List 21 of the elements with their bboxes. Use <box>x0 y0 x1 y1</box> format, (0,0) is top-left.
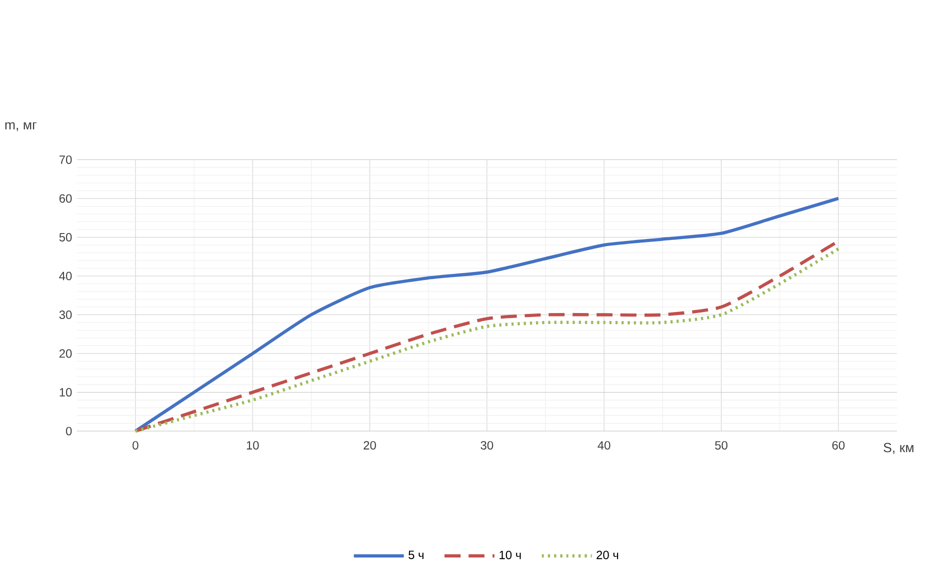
x-tick-label: 50 <box>715 440 728 450</box>
y-tick-label: 20 <box>59 349 72 358</box>
y-tick-label: 70 <box>59 155 72 164</box>
y-tick-label: 50 <box>59 232 72 242</box>
y-tick-label: 60 <box>59 194 72 203</box>
line-series <box>134 196 840 432</box>
y-axis-title: m, мг <box>5 122 37 131</box>
y-tick-label: 30 <box>59 310 72 319</box>
x-tick-label: 40 <box>598 440 610 450</box>
legend-label: 10 ч <box>500 550 521 560</box>
x-axis-title: S, км <box>884 442 914 454</box>
x-tick-label: 20 <box>364 440 376 450</box>
y-tick-label: 10 <box>60 388 72 396</box>
y-tick-label: 0 <box>66 426 72 436</box>
legend-label: 5 ч <box>408 550 424 559</box>
y-tick-label: 40 <box>59 272 72 280</box>
legend-label: 20 ч <box>596 550 618 560</box>
x-tick-label: 0 <box>132 440 138 450</box>
x-tick-label: 60 <box>832 440 845 450</box>
x-tick-label: 10 <box>246 440 259 450</box>
x-tick-label: 30 <box>480 440 494 450</box>
